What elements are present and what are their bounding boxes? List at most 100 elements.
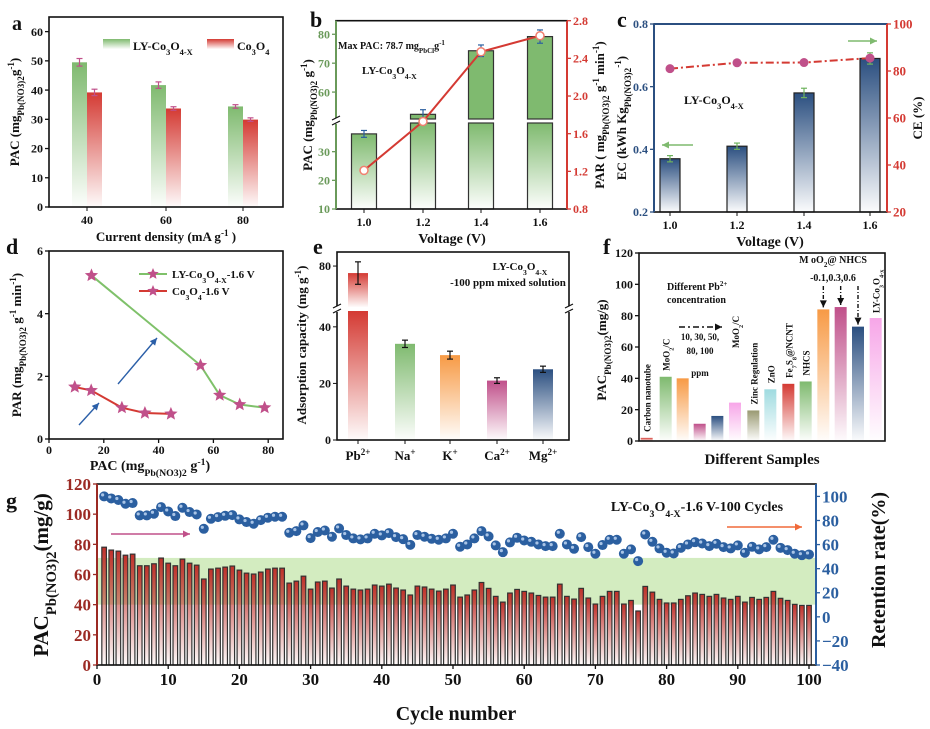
retention-marker-highlight xyxy=(627,546,632,550)
annotation-cycles: LY-Co3O4-X-1.6 V-100 Cycles xyxy=(611,500,784,520)
retention-marker-highlight xyxy=(485,533,489,537)
retention-marker-highlight xyxy=(521,537,525,541)
legend-swatch-co3o4 xyxy=(207,39,234,49)
retention-marker-highlight xyxy=(763,544,767,548)
y-tick-label: 30 xyxy=(318,145,330,159)
retention-marker-highlight xyxy=(599,541,603,546)
y2-tick-label: 80 xyxy=(822,511,839,530)
retention-marker-highlight xyxy=(271,513,276,517)
bar-ec xyxy=(859,57,881,213)
bar-cycle-pac xyxy=(307,588,314,666)
bar-ion xyxy=(395,343,415,440)
annotation-pb-concentration: concentration xyxy=(667,295,726,306)
retention-marker-highlight xyxy=(492,542,496,546)
y2-axis-label: PAR ( mgPb(NO3)2 g-1 min-1) xyxy=(591,41,611,189)
retention-marker xyxy=(298,520,309,531)
bar-cycle-pac xyxy=(193,564,200,666)
bar-sample xyxy=(782,383,795,441)
right-axis-arrow-head xyxy=(870,37,877,45)
retention-marker-highlight xyxy=(578,534,582,538)
retention-marker-highlight xyxy=(727,545,731,549)
y2-tick-label: 20 xyxy=(822,584,839,603)
x-tick-label: 1.2 xyxy=(416,215,431,229)
panel-label-a: a xyxy=(12,13,22,35)
y-tick-label: 4 xyxy=(37,307,43,321)
star-marker xyxy=(258,400,272,414)
bar-cycle-pac xyxy=(286,582,293,666)
bar-cycle-pac xyxy=(599,595,606,666)
x-tick-label: 40 xyxy=(153,443,165,457)
retention-marker-highlight xyxy=(713,540,717,544)
axis-break-mark xyxy=(331,120,341,126)
bar-sample xyxy=(869,318,882,441)
bar-cycle-pac xyxy=(798,604,805,666)
bar-label: LY-Co3O4-x xyxy=(872,269,886,313)
x-axis-label: Voltage (V) xyxy=(736,235,804,250)
bar-cycle-pac xyxy=(535,594,542,666)
star-marker xyxy=(68,380,82,393)
y2-tick-label: 40 xyxy=(893,158,906,173)
retention-marker-highlight xyxy=(179,504,183,508)
legend-label: LY-Co3O4-X xyxy=(133,39,193,57)
bar-ec xyxy=(793,92,815,213)
axis-break-mark xyxy=(564,303,574,309)
bar-cycle-pac xyxy=(122,554,129,666)
x-tick-label: 10 xyxy=(160,670,177,689)
y2-tick-label: 2.0 xyxy=(573,89,588,103)
y-tick-label: 0 xyxy=(83,656,92,675)
x-tick-label: Pb2+ xyxy=(346,447,371,463)
y-tick-label: 20 xyxy=(621,403,633,417)
bar-cycle-pac xyxy=(371,584,378,666)
bar-ion xyxy=(533,369,553,440)
bar-cycle-pac xyxy=(321,580,328,666)
y2-tick-label: 0 xyxy=(822,608,831,627)
bar-pac-upper xyxy=(526,35,554,120)
retention-marker-highlight xyxy=(770,536,774,540)
bar-cycle-pac xyxy=(386,583,392,666)
retention-marker-highlight xyxy=(535,541,539,545)
star-marker xyxy=(138,406,152,419)
x-tick-label: 1.6 xyxy=(863,218,878,232)
bar-cycle-pac xyxy=(763,596,770,666)
bar-cycle-pac xyxy=(407,594,414,666)
retention-marker-highlight xyxy=(392,534,397,538)
ce-line xyxy=(669,57,871,70)
bar-cycle-pac xyxy=(343,585,350,666)
y-tick-label: 10 xyxy=(31,171,43,185)
bar-co3o4 xyxy=(243,119,258,207)
bar-cycle-pac xyxy=(108,549,115,666)
x-axis-label: Voltage (V) xyxy=(418,232,486,247)
retention-marker xyxy=(768,534,779,545)
retention-marker xyxy=(497,547,508,558)
bar-pac-lower xyxy=(409,122,437,210)
y2-tick-label: 2.4 xyxy=(573,52,588,66)
panel-c-frame xyxy=(653,23,888,213)
bar-cycle-pac xyxy=(806,604,812,666)
bar-pac-lower xyxy=(526,122,554,210)
bar-cycle-pac xyxy=(414,585,421,666)
bar-cycle-pac xyxy=(578,587,585,666)
retention-marker xyxy=(469,533,480,544)
retention-marker-highlight xyxy=(222,512,226,516)
panel-label-e: e xyxy=(313,234,323,259)
retention-marker-highlight xyxy=(642,531,646,535)
y2-tick-label: 100 xyxy=(822,487,848,506)
retention-marker xyxy=(590,548,601,559)
y2-tick-label: 1.6 xyxy=(573,127,588,141)
y-tick-label: 40 xyxy=(31,83,43,97)
bar-cycle-pac xyxy=(165,562,172,666)
x-tick-label: 80 xyxy=(262,443,274,457)
bar-cycle-pac xyxy=(400,589,407,666)
retention-marker-highlight xyxy=(385,530,390,534)
bar-cycle-pac xyxy=(556,583,563,666)
bar-cycle-pac xyxy=(243,572,250,666)
y-tick-label: 0.6 xyxy=(633,80,648,94)
retention-marker xyxy=(547,541,558,552)
bar-cycle-pac xyxy=(549,596,556,666)
y-tick-label: 100 xyxy=(66,505,92,524)
retention-marker-highlight xyxy=(506,539,511,543)
y-tick-label: 0 xyxy=(627,434,633,448)
retention-marker-highlight xyxy=(656,545,660,549)
bar-cycle-pac xyxy=(756,598,763,666)
bar-cycle-pac xyxy=(670,602,677,666)
